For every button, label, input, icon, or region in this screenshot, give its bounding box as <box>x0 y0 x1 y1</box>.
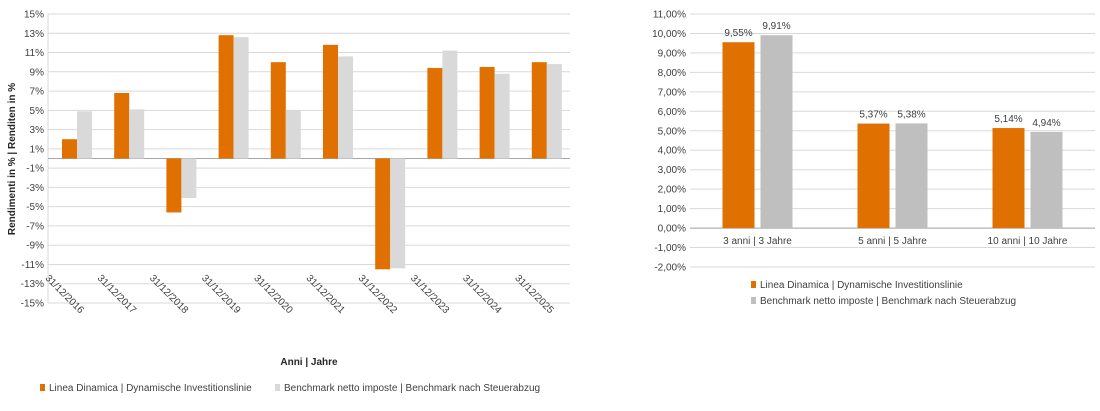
y-axis-title: Rendimenti in % | Renditen in % <box>7 83 18 235</box>
y-tick-label: -13% <box>21 279 44 290</box>
bar <box>129 109 145 159</box>
y-tick-label: 1,00% <box>658 204 686 215</box>
x-tick-label: 31/12/2019 <box>199 273 242 316</box>
period-returns-chart: 11,00% 10,00% 9,00% 8,00% 7,00% 6,00% 5,00% 4,0… <box>630 0 1100 320</box>
legend-label: Benchmark netto imposte | Benchmark nach… <box>760 296 1016 307</box>
bar <box>218 35 234 159</box>
y-tick-label: -7% <box>26 221 44 232</box>
y-tick-label: 15% <box>24 10 44 21</box>
legend-swatch <box>751 297 756 304</box>
bar <box>338 56 353 159</box>
legend-label: Linea Dinamica | Dynamische Investitions… <box>49 383 252 394</box>
bar <box>722 42 755 229</box>
y-tick-label: 2,00% <box>658 185 686 196</box>
legend-swatch <box>275 384 280 391</box>
y-tick-label: -1% <box>26 164 44 175</box>
y-tick-label: 8,00% <box>658 68 686 79</box>
y-tick-label: 3,00% <box>658 165 686 176</box>
x-tick-label: 31/12/2020 <box>251 273 294 316</box>
y-tick-label: 6,00% <box>658 107 686 118</box>
bar <box>992 128 1025 229</box>
bar <box>375 158 391 270</box>
x-tick-label: 31/12/2024 <box>460 273 503 316</box>
bar <box>479 66 495 159</box>
data-label: 5,38% <box>897 109 925 120</box>
bar <box>181 158 197 198</box>
y-tick-label: 5% <box>30 106 45 117</box>
bar <box>895 123 928 229</box>
y-tick-label: 7,00% <box>658 87 686 98</box>
bar <box>442 50 458 159</box>
legend-swatch <box>751 281 756 288</box>
y-tick-label: -2,00% <box>654 263 686 274</box>
bar <box>270 62 286 159</box>
legend-swatch <box>40 384 45 391</box>
bar <box>427 67 443 159</box>
bar <box>546 64 562 159</box>
data-label: 9,91% <box>762 21 790 32</box>
annual-returns-chart-svg: Rendimenti in % | Renditen in % Anni | J… <box>7 10 570 394</box>
bar <box>285 110 301 159</box>
x-tick-label: 31/12/2018 <box>147 273 190 316</box>
x-axis-title: Anni | Jahre <box>280 357 338 368</box>
bar <box>233 37 249 159</box>
y-tick-label: 1% <box>30 144 45 155</box>
x-tick-label: 31/12/2025 <box>512 273 555 316</box>
y-tick-label: 0,00% <box>658 224 686 235</box>
x-tick-label: 3 anni | 3 Jahre <box>723 236 792 247</box>
x-tick-label: 31/12/2017 <box>95 273 138 316</box>
y-tick-label: 3% <box>30 125 45 136</box>
bar <box>114 92 130 159</box>
y-tick-label: -9% <box>26 241 44 252</box>
x-tick-label: 31/12/2021 <box>304 273 347 316</box>
y-tick-label: 10,00% <box>652 29 686 40</box>
x-tick-label: 31/12/2022 <box>356 273 399 316</box>
bar <box>857 123 890 229</box>
x-tick-label: 5 anni | 5 Jahre <box>858 236 927 247</box>
y-tick-label: 4,00% <box>658 146 686 157</box>
bar <box>323 44 338 159</box>
data-label: 9,55% <box>724 28 752 39</box>
y-tick-label: -15% <box>21 299 44 310</box>
data-label: 5,14% <box>994 114 1022 125</box>
y-tick-label: 9,00% <box>658 48 686 59</box>
bar <box>494 73 510 159</box>
data-label: 4,94% <box>1032 118 1060 129</box>
y-tick-label: 5,00% <box>658 126 686 137</box>
bar <box>1030 131 1063 229</box>
y-tick-label: -11% <box>21 260 44 271</box>
y-tick-label: -1,00% <box>654 243 686 254</box>
bar <box>62 139 77 159</box>
legend-label: Benchmark netto imposte | Benchmark nach… <box>284 383 540 394</box>
x-tick-label: 10 anni | 10 Jahre <box>988 236 1068 247</box>
bar <box>390 158 406 269</box>
x-tick-label: 31/12/2016 <box>43 273 86 316</box>
data-label: 5,37% <box>859 110 887 121</box>
bar <box>166 158 182 213</box>
bar <box>760 35 793 229</box>
y-tick-label: -3% <box>26 183 44 194</box>
bar <box>531 62 547 159</box>
y-tick-label: 11,00% <box>653 10 686 21</box>
period-returns-chart-svg: 11,00% 10,00% 9,00% 8,00% 7,00% 6,00% 5,00% 4,0… <box>652 10 1095 307</box>
y-tick-label: 13% <box>24 29 44 40</box>
y-tick-label: 9% <box>30 67 45 78</box>
y-tick-label: -5% <box>26 202 44 213</box>
bar <box>77 111 92 159</box>
y-tick-label: 11% <box>25 48 44 59</box>
annual-returns-chart: Rendimenti in % | Renditen in % Anni | J… <box>7 10 570 394</box>
x-tick-label: 31/12/2023 <box>408 273 451 316</box>
y-tick-label: 7% <box>30 87 45 98</box>
legend-label: Linea Dinamica | Dynamische Investitions… <box>760 280 963 291</box>
